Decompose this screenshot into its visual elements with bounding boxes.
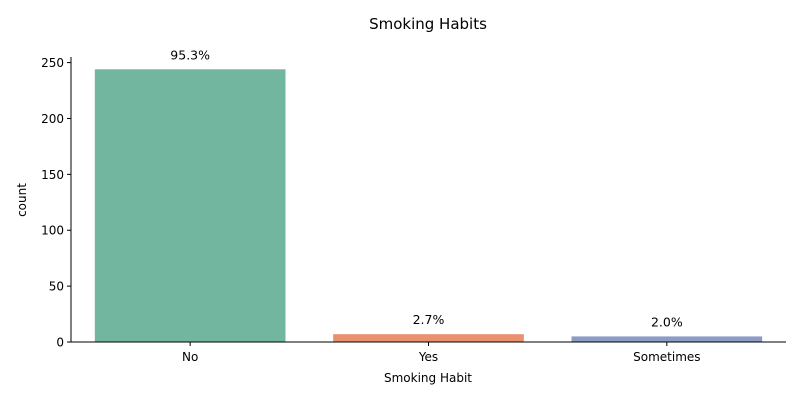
x-axis-ticks: No Yes Sometimes — [182, 342, 701, 364]
y-tick-label: 200 — [41, 112, 64, 126]
y-tick-label: 0 — [56, 336, 64, 350]
y-tick-label: 100 — [41, 224, 64, 238]
y-tick-label: 50 — [49, 280, 64, 294]
x-tick-label: Yes — [418, 350, 438, 364]
y-tick-label: 150 — [41, 168, 64, 182]
x-tick-label: Sometimes — [633, 350, 700, 364]
x-tick-label: No — [182, 350, 198, 364]
chart-title: Smoking Habits — [369, 15, 487, 33]
y-tick-label: 250 — [41, 56, 64, 70]
y-axis-ticks: 0 50 100 150 200 250 — [41, 56, 71, 350]
data-label-yes: 2.7% — [413, 312, 445, 327]
bar-no — [94, 69, 286, 342]
x-axis-label: Smoking Habit — [384, 371, 472, 385]
data-label-no: 95.3% — [170, 47, 210, 62]
data-label-sometimes: 2.0% — [651, 314, 683, 329]
y-axis-label: count — [15, 183, 29, 217]
bar-yes — [333, 334, 524, 342]
plot-area: 95.3% 2.7% 2.0% — [94, 47, 763, 342]
bar-sometimes — [571, 336, 763, 342]
